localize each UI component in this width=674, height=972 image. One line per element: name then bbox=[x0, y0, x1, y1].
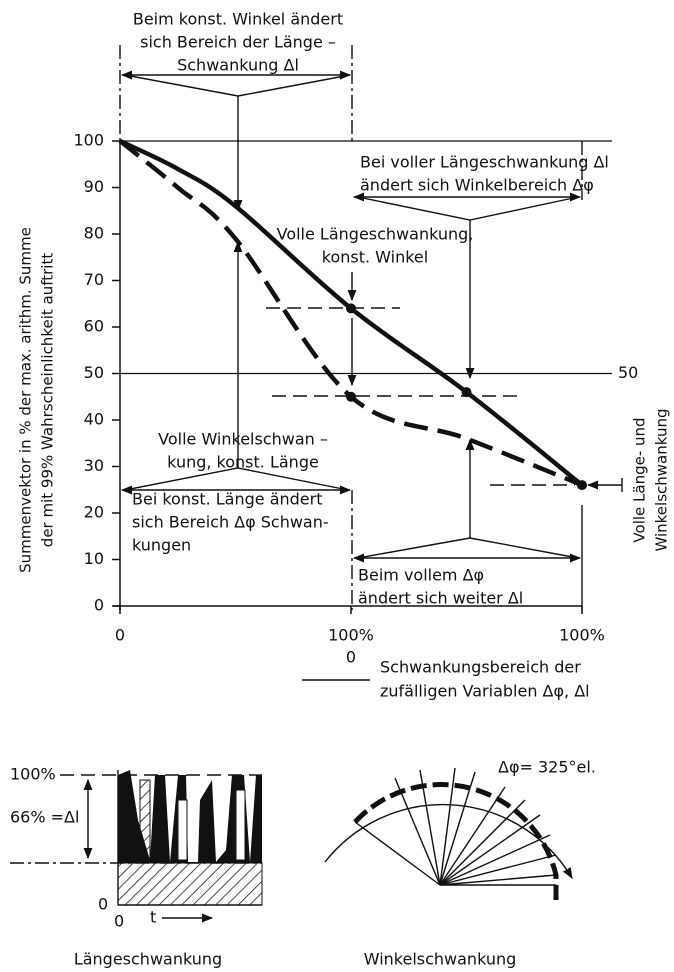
annotation: ändert sich Winkelbereich Δφ bbox=[360, 176, 594, 195]
annotation-arrows bbox=[120, 45, 622, 680]
annotation: Volle Winkelschwan – bbox=[158, 430, 328, 449]
axis-title: Summenvektor in % der max. arithm. Summe bbox=[17, 227, 35, 573]
label: t bbox=[150, 908, 156, 927]
y-tick-label: 20 bbox=[84, 503, 104, 522]
point bbox=[577, 480, 587, 490]
annotation: kungen bbox=[132, 536, 191, 555]
y-tick-label: 30 bbox=[84, 456, 104, 475]
x-tick-label: 100% bbox=[559, 626, 605, 645]
angle-figure bbox=[325, 768, 572, 900]
annotation: Bei konst. Länge ändert bbox=[132, 490, 323, 509]
y-tick-label: 40 bbox=[84, 410, 104, 429]
point bbox=[346, 392, 356, 402]
y-tick-label: 70 bbox=[84, 270, 104, 289]
y-tick-label: 50 bbox=[84, 363, 104, 382]
annotation: Volle Längeschwankung, bbox=[277, 225, 474, 244]
y-tick-label: 0 bbox=[94, 596, 104, 615]
caption: Winkelschwankung bbox=[364, 950, 517, 969]
x-tick-label: 0 bbox=[115, 626, 125, 645]
right-tick-label: 50 bbox=[618, 363, 638, 382]
annotation: sich Bereich der Länge – bbox=[140, 33, 336, 52]
x-tick-label: 0 bbox=[346, 648, 356, 667]
annotation: ändert sich weiter Δl bbox=[358, 589, 523, 608]
annotation: konst. Winkel bbox=[322, 248, 428, 267]
plot: 0 10 20 30 40 50 60 70 80 90 100 0 100% 0 100% 50 Summen… bbox=[17, 10, 671, 701]
annotation: Schwankung Δl bbox=[177, 56, 299, 75]
y-tick-label: 90 bbox=[84, 177, 104, 196]
y-tick-label: 60 bbox=[84, 317, 104, 336]
label: 0 bbox=[114, 912, 124, 931]
y-tick-label: 10 bbox=[84, 549, 104, 568]
axis-title: Winkelschwankung bbox=[653, 408, 671, 551]
y-tick-label: 100 bbox=[73, 131, 104, 150]
x-title: zufälligen Variablen Δφ, Δl bbox=[380, 682, 590, 701]
x-tick-label: 100% bbox=[328, 626, 374, 645]
annotation: Bei voller Längeschwankung Δl bbox=[360, 153, 609, 172]
length-figure bbox=[10, 770, 262, 918]
label: Δφ= 325°el. bbox=[498, 758, 596, 777]
annotation: Beim vollem Δφ bbox=[358, 566, 484, 585]
page: 0 10 20 30 40 50 60 70 80 90 100 0 100% 0 100% 50 Summen… bbox=[0, 0, 674, 972]
axis-title: der mit 99% Wahrscheinlichkeit auftritt bbox=[39, 253, 57, 548]
annotation: Beim konst. Winkel ändert bbox=[133, 10, 343, 29]
y-tick-label: 80 bbox=[84, 224, 104, 243]
label: 0 bbox=[98, 895, 108, 914]
label: 100% bbox=[10, 765, 56, 784]
axis-title: Volle Länge- und bbox=[631, 417, 649, 542]
caption: Längeschwankung bbox=[74, 950, 222, 969]
x-title: Schwankungsbereich der bbox=[380, 658, 581, 677]
annotation: sich Bereich Δφ Schwan- bbox=[132, 513, 329, 532]
label: 66% =Δl bbox=[10, 808, 79, 827]
